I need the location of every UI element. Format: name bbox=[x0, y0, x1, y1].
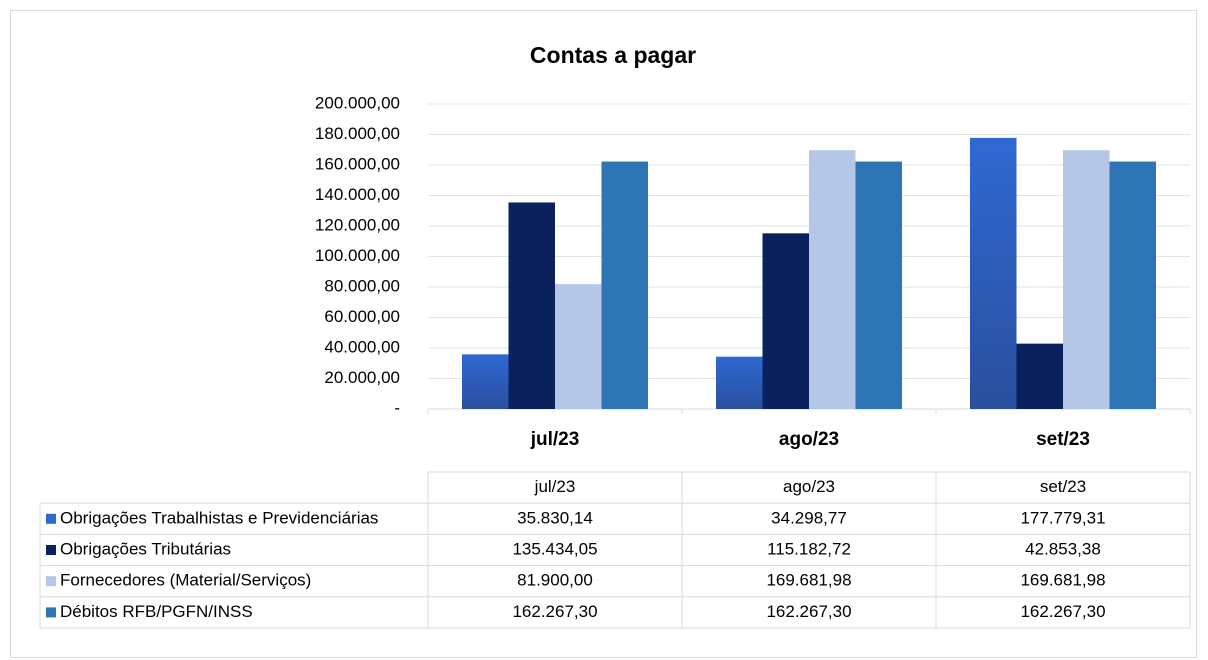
table-value: 135.434,05 bbox=[512, 539, 597, 558]
table-header: jul/23 bbox=[534, 477, 576, 496]
legend-label: Obrigações Tributárias bbox=[60, 539, 231, 558]
y-tick-label: 80.000,00 bbox=[324, 276, 400, 295]
y-tick-label: 160.000,00 bbox=[315, 154, 400, 173]
table-value: 35.830,14 bbox=[517, 508, 593, 527]
bar bbox=[762, 233, 809, 409]
bar bbox=[462, 354, 509, 409]
table-value: 162.267,30 bbox=[766, 602, 851, 621]
legend-swatch bbox=[46, 545, 56, 555]
chart-title: Contas a pagar bbox=[530, 42, 696, 68]
bar bbox=[716, 356, 763, 409]
table-value: 169.681,98 bbox=[766, 571, 851, 590]
bar bbox=[508, 202, 555, 409]
x-tick-label: set/23 bbox=[1036, 429, 1090, 450]
bar bbox=[970, 137, 1017, 410]
legend-swatch bbox=[46, 576, 56, 587]
legend-label: Débitos RFB/PGFN/INSS bbox=[60, 602, 253, 621]
y-tick-label: 40.000,00 bbox=[324, 337, 400, 356]
table-value: 34.298,77 bbox=[771, 508, 847, 527]
table-header: ago/23 bbox=[783, 477, 835, 496]
legend-swatch bbox=[46, 607, 56, 618]
bar bbox=[555, 284, 602, 409]
x-tick-label: ago/23 bbox=[779, 429, 839, 450]
bar bbox=[601, 161, 648, 409]
table-value: 42.853,38 bbox=[1025, 539, 1101, 558]
legend-swatch bbox=[46, 513, 56, 524]
table-value: 81.900,00 bbox=[517, 571, 593, 590]
y-tick-label: 200.000,00 bbox=[315, 93, 400, 112]
bar bbox=[809, 150, 856, 409]
legend-label: Obrigações Trabalhistas e Previdenciária… bbox=[60, 508, 378, 527]
x-tick-label: jul/23 bbox=[530, 429, 580, 450]
y-tick-label: 20.000,00 bbox=[324, 368, 400, 387]
y-tick-label: 180.000,00 bbox=[315, 124, 400, 143]
table-value: 169.681,98 bbox=[1020, 571, 1105, 590]
table-header: set/23 bbox=[1040, 477, 1086, 496]
bar bbox=[1109, 161, 1156, 409]
table-value: 115.182,72 bbox=[767, 539, 851, 558]
bar bbox=[1016, 343, 1063, 409]
legend-label: Fornecedores (Material/Serviços) bbox=[60, 571, 311, 590]
y-tick-label: 140.000,00 bbox=[315, 185, 400, 204]
y-tick-label: 120.000,00 bbox=[315, 215, 400, 234]
bar bbox=[1063, 150, 1110, 409]
y-tick-label: - bbox=[394, 398, 400, 417]
y-tick-label: 60.000,00 bbox=[324, 307, 400, 326]
table-value: 162.267,30 bbox=[1020, 602, 1105, 621]
y-tick-label: 100.000,00 bbox=[315, 246, 400, 265]
table-value: 162.267,30 bbox=[512, 602, 597, 621]
bar bbox=[855, 161, 902, 409]
table-value: 177.779,31 bbox=[1020, 508, 1105, 527]
